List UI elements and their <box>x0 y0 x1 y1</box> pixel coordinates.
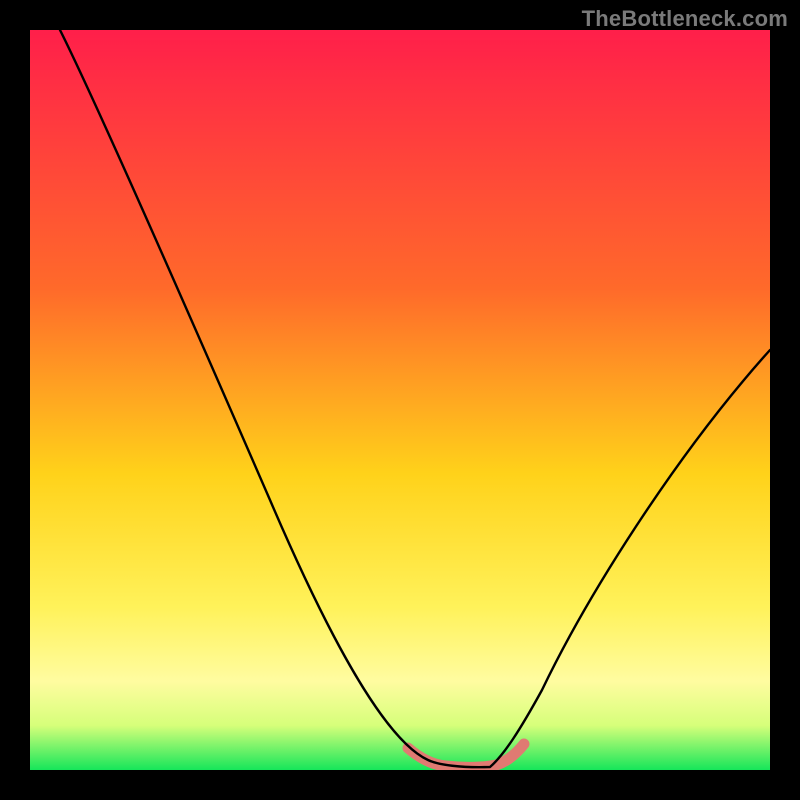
frame-left <box>0 0 30 800</box>
chart-svg <box>30 30 770 770</box>
frame-right <box>770 0 800 800</box>
frame-bottom <box>30 770 770 800</box>
watermark-text: TheBottleneck.com <box>582 6 788 32</box>
chart-root: TheBottleneck.com <box>0 0 800 800</box>
plot-area <box>30 30 770 770</box>
main-curve <box>60 30 770 767</box>
